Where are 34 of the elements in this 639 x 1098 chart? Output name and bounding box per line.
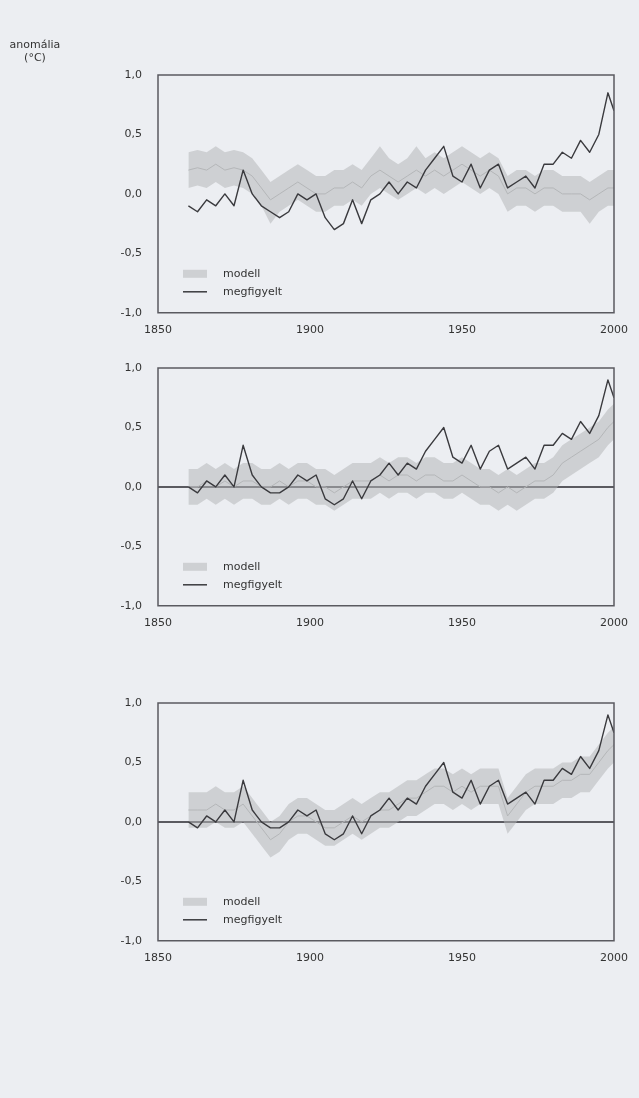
- legend-label: modell: [223, 559, 261, 573]
- y-tick-label: 0,5: [124, 755, 142, 769]
- x-tick-label: 1850: [144, 951, 172, 965]
- legend-label: modell: [223, 894, 261, 908]
- x-tick-label: 1950: [448, 616, 476, 630]
- x-tick-label: 1850: [144, 616, 172, 630]
- x-tick-label: 2000: [600, 951, 628, 965]
- legend-label: megfigyelt: [223, 284, 283, 298]
- y-tick-label: 0,0: [124, 479, 142, 493]
- y-tick-label: 0,0: [124, 814, 142, 828]
- x-tick-label: 2000: [600, 323, 628, 337]
- y-axis-title: anomália (°C): [8, 38, 62, 64]
- y-tick-label: 0,5: [124, 420, 142, 434]
- legend-label: megfigyelt: [223, 577, 283, 591]
- x-tick-label: 1900: [296, 323, 324, 337]
- y-tick-label: -1,0: [120, 305, 142, 319]
- y-tick-label: -0,5: [120, 539, 142, 553]
- x-tick-label: 1950: [448, 951, 476, 965]
- x-tick-label: 1900: [296, 616, 324, 630]
- y-tick-label: 0,0: [124, 186, 142, 200]
- legend-label: modell: [223, 266, 261, 280]
- legend-label: megfigyelt: [223, 912, 283, 926]
- y-tick-label: 0,5: [124, 127, 142, 141]
- y-tick-label: -1,0: [120, 933, 142, 947]
- y-tick-label: -0,5: [120, 874, 142, 888]
- y-tick-label: -0,5: [120, 246, 142, 260]
- y-tick-label: 1,0: [124, 67, 142, 81]
- y-tick-label: -1,0: [120, 598, 142, 612]
- y-tick-label: 1,0: [124, 695, 142, 709]
- y-tick-label: 1,0: [124, 360, 142, 374]
- x-tick-label: 1900: [296, 951, 324, 965]
- x-tick-label: 1950: [448, 323, 476, 337]
- x-tick-label: 2000: [600, 616, 628, 630]
- x-tick-label: 1850: [144, 323, 172, 337]
